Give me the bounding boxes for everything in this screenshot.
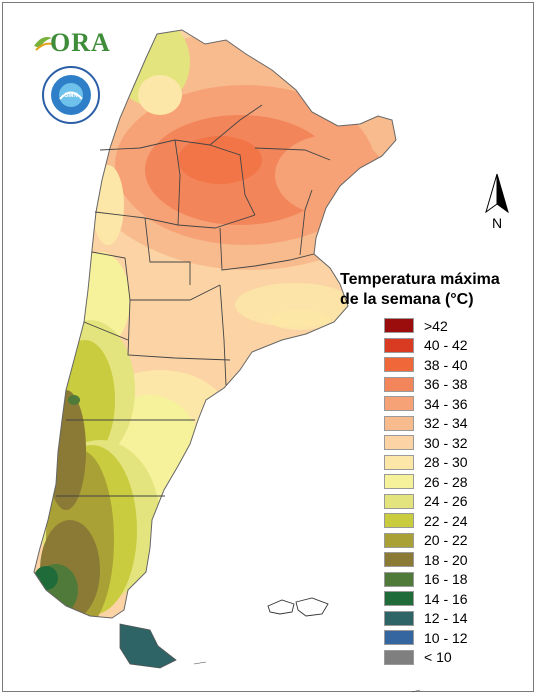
tierra-del-fuego [119, 623, 177, 669]
legend-swatch [384, 630, 414, 646]
legend-item: >42 [384, 316, 468, 336]
legend-swatch [384, 454, 414, 470]
legend-item: 16 - 18 [384, 570, 468, 590]
legend-item: 14 - 16 [384, 589, 468, 609]
legend-label: 24 - 26 [424, 493, 468, 510]
malvinas-islands [267, 597, 329, 617]
legend-swatch [384, 532, 414, 548]
legend-label: 36 - 38 [424, 376, 468, 393]
legend-swatch [384, 357, 414, 373]
legend-swatch [384, 337, 414, 353]
legend-list: >42 40 - 42 38 - 40 36 - 38 34 - 36 32 - 34 30… [384, 316, 468, 667]
legend-item: 36 - 38 [384, 375, 468, 395]
legend-item: < 10 [384, 648, 468, 668]
svg-text:SMN: SMN [64, 93, 77, 99]
legend-swatch [384, 591, 414, 607]
argentina-outline [33, 29, 397, 619]
legend-item: 38 - 40 [384, 355, 468, 375]
legend-label: 40 - 42 [424, 337, 468, 354]
legend-title-line1: Temperatura máxima [340, 271, 500, 288]
legend-label: 28 - 30 [424, 454, 468, 471]
legend-swatch [384, 474, 414, 490]
legend-label: 18 - 20 [424, 551, 468, 568]
legend-label: 12 - 14 [424, 610, 468, 627]
legend-swatch [384, 610, 414, 626]
smn-seal-icon: SMN [42, 66, 100, 124]
ora-logo: ORA [32, 28, 110, 60]
legend-label: 26 - 28 [424, 473, 468, 490]
legend-item: 34 - 36 [384, 394, 468, 414]
legend-item: 30 - 32 [384, 433, 468, 453]
north-arrow-icon: N [485, 173, 509, 231]
legend-label: 14 - 16 [424, 590, 468, 607]
legend-item: 10 - 12 [384, 628, 468, 648]
legend-label: 32 - 34 [424, 415, 468, 432]
legend-swatch [384, 552, 414, 568]
legend-title: Temperatura máxima de la semana (°C) [340, 270, 520, 310]
legend-label: 34 - 36 [424, 395, 468, 412]
legend-label: >42 [424, 317, 448, 334]
legend-item: 18 - 20 [384, 550, 468, 570]
legend-label: 22 - 24 [424, 512, 468, 529]
legend-item: 32 - 34 [384, 414, 468, 434]
legend-label: 20 - 22 [424, 532, 468, 549]
legend-item: 12 - 14 [384, 609, 468, 629]
legend-item: 24 - 26 [384, 492, 468, 512]
legend-item: 40 - 42 [384, 336, 468, 356]
small-islands [193, 661, 421, 693]
legend-swatch [384, 376, 414, 392]
north-label: N [492, 215, 502, 231]
legend-swatch [384, 513, 414, 529]
legend-label: < 10 [424, 649, 452, 666]
legend-item: 26 - 28 [384, 472, 468, 492]
legend-item: 28 - 30 [384, 453, 468, 473]
ora-leaf-icon [34, 37, 53, 51]
legend-swatch [384, 493, 414, 509]
legend-swatch [384, 571, 414, 587]
legend-swatch [384, 435, 414, 451]
province-borders [56, 104, 331, 497]
ora-logo-text: ORA [50, 28, 111, 57]
legend-label: 30 - 32 [424, 434, 468, 451]
legend-item: 22 - 24 [384, 511, 468, 531]
legend-swatch [384, 649, 414, 665]
legend-label: 16 - 18 [424, 571, 468, 588]
legend-label: 38 - 40 [424, 356, 468, 373]
legend-swatch [384, 396, 414, 412]
legend-swatch [384, 415, 414, 431]
legend-label: 10 - 12 [424, 629, 468, 646]
legend-title-line2: de la semana (°C) [340, 291, 474, 308]
legend-swatch [384, 318, 414, 334]
legend-item: 20 - 22 [384, 531, 468, 551]
